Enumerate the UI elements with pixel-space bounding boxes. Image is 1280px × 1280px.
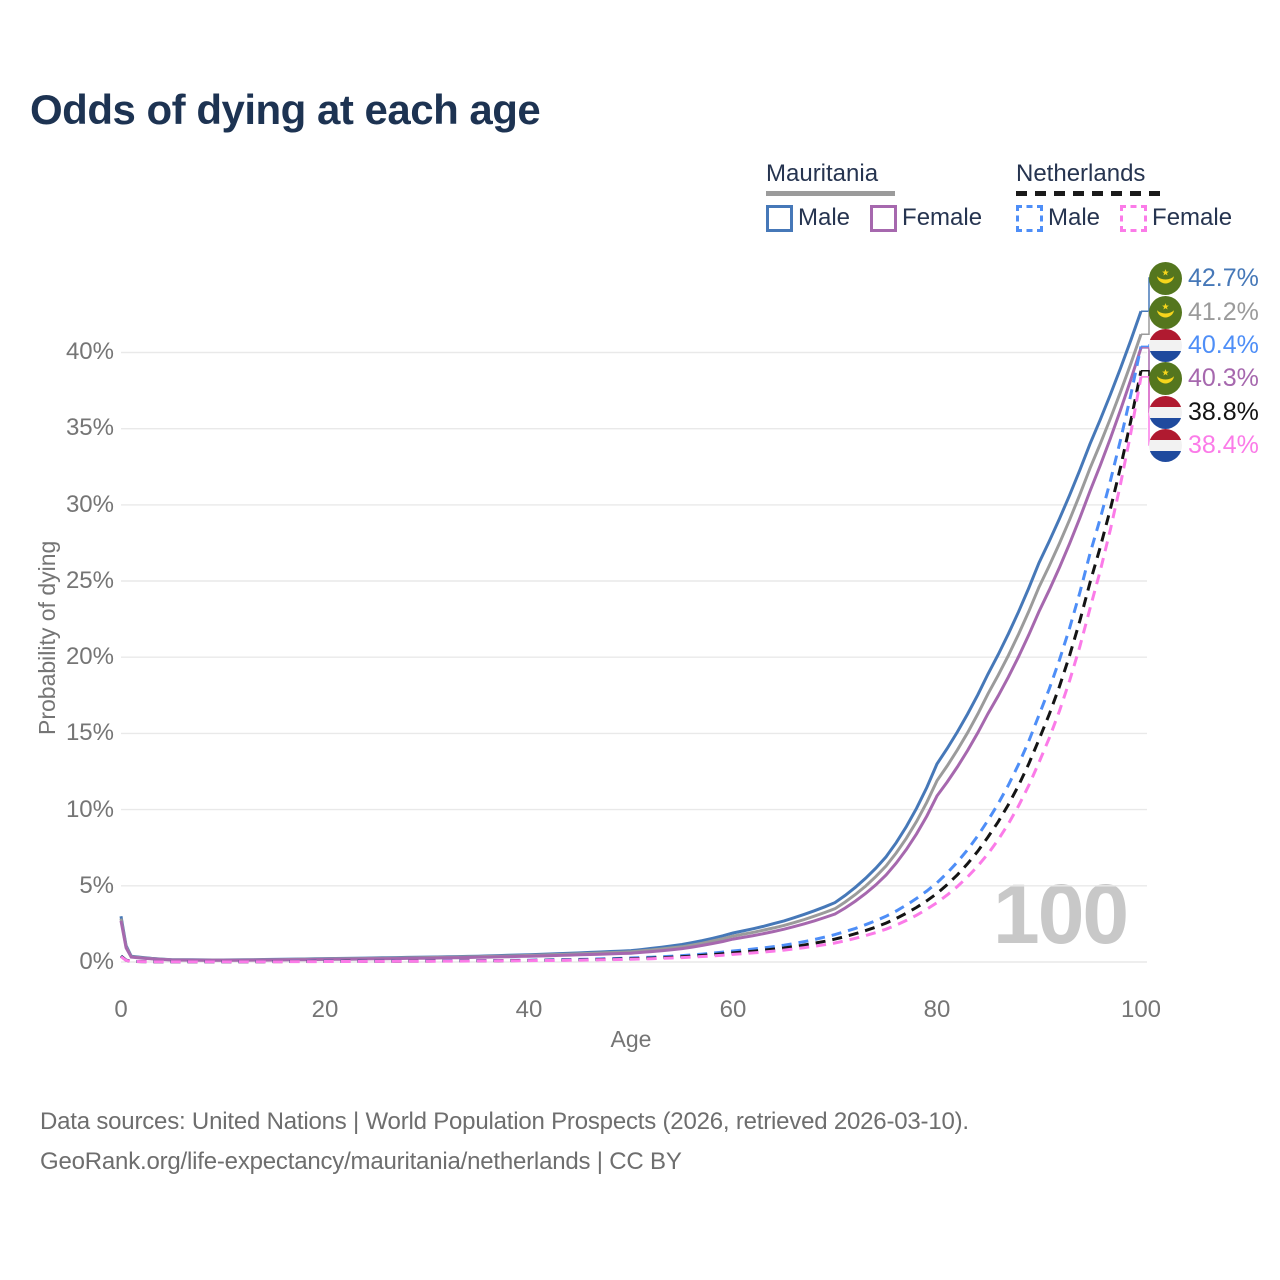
legend-label-netherlands-female: Female bbox=[1152, 204, 1233, 231]
end-value-mauritania-male: 42.7% bbox=[1188, 263, 1259, 292]
y-tick-0: 0% bbox=[79, 948, 114, 975]
netherlands-dashed-line-swatch bbox=[1016, 191, 1161, 196]
x-tick-80: 80 bbox=[923, 996, 951, 1023]
series-line-mauritania-female[interactable] bbox=[119, 347, 1143, 962]
legend-group-title-netherlands[interactable]: Netherlands bbox=[1016, 160, 1146, 187]
legend-row-mauritania: Male Female bbox=[766, 204, 982, 232]
legend-group-title-mauritania[interactable]: Mauritania bbox=[766, 160, 879, 187]
y-tick-20: 20% bbox=[65, 643, 114, 670]
x-tick-100: 100 bbox=[1120, 996, 1162, 1023]
mauritania-flag-icon bbox=[1149, 261, 1182, 295]
page-title: Odds of dying at each age bbox=[30, 86, 541, 133]
legend-item-mauritania-male[interactable]: Male bbox=[766, 204, 850, 232]
x-axis-title: Age bbox=[610, 1026, 652, 1052]
netherlands-flag-icon bbox=[1149, 328, 1182, 362]
series-line-netherlands-male[interactable] bbox=[120, 346, 1143, 964]
legend-label-netherlands-male: Male bbox=[1048, 204, 1101, 231]
series-line-netherlands-both[interactable] bbox=[120, 370, 1143, 964]
legend-item-netherlands-female[interactable]: Female bbox=[1120, 204, 1232, 232]
x-tick-20: 20 bbox=[311, 996, 339, 1023]
y-tick-40: 40% bbox=[65, 338, 114, 365]
y-tick-15: 15% bbox=[65, 719, 114, 746]
legend-label-mauritania-male: Male bbox=[798, 204, 851, 231]
x-tick-0: 0 bbox=[114, 996, 128, 1023]
x-tick-40: 40 bbox=[515, 996, 543, 1023]
y-tick-35: 35% bbox=[65, 414, 114, 441]
mauritania-solid-line-swatch bbox=[766, 191, 895, 196]
netherlands-flag-icon bbox=[1149, 395, 1182, 429]
plot-area[interactable] bbox=[0, 0, 1280, 1080]
attribution-line: GeoRank.org/life-expectancy/mauritania/n… bbox=[40, 1148, 682, 1175]
x-tick-60: 60 bbox=[719, 996, 747, 1023]
end-label-row: 42.7% bbox=[1149, 261, 1259, 295]
legend-item-netherlands-male[interactable]: Male bbox=[1016, 204, 1100, 232]
y-tick-10: 10% bbox=[65, 796, 114, 823]
legend-label-mauritania-female: Female bbox=[902, 204, 983, 231]
legend-group-mauritania: Mauritania Male Female bbox=[766, 160, 982, 232]
data-source-line: Data sources: United Nations | World Pop… bbox=[40, 1108, 969, 1135]
end-label-row: 41.2% bbox=[1149, 295, 1259, 329]
end-label-row: 40.4% bbox=[1149, 328, 1259, 362]
series-line-mauritania-male[interactable] bbox=[119, 310, 1143, 962]
y-tick-25: 25% bbox=[65, 567, 114, 594]
end-label-row: 38.8% bbox=[1149, 395, 1259, 429]
legend-group-netherlands: Netherlands Male Female bbox=[1016, 160, 1232, 232]
netherlands-male-checkbox[interactable] bbox=[1016, 204, 1043, 232]
netherlands-female-checkbox[interactable] bbox=[1120, 204, 1148, 232]
mauritania-flag-icon bbox=[1149, 295, 1182, 329]
end-label-row: 38.4% bbox=[1149, 428, 1259, 462]
end-label-row: 40.3% bbox=[1149, 361, 1259, 395]
end-value-netherlands-male: 40.4% bbox=[1188, 330, 1259, 359]
series-line-netherlands-female[interactable] bbox=[120, 376, 1143, 964]
mauritania-female-checkbox[interactable] bbox=[870, 204, 898, 232]
legend-row-netherlands: Male Female bbox=[1016, 204, 1232, 232]
netherlands-flag-icon bbox=[1149, 428, 1182, 462]
y-tick-30: 30% bbox=[65, 491, 114, 518]
end-value-mauritania-female: 40.3% bbox=[1188, 363, 1259, 392]
mauritania-flag-icon bbox=[1149, 361, 1182, 395]
end-value-mauritania-both: 41.2% bbox=[1188, 297, 1259, 326]
mauritania-male-checkbox[interactable] bbox=[766, 204, 793, 232]
y-tick-5: 5% bbox=[79, 872, 114, 899]
end-value-netherlands-both: 38.8% bbox=[1188, 397, 1259, 426]
end-value-netherlands-female: 38.4% bbox=[1188, 430, 1259, 459]
legend-item-mauritania-female[interactable]: Female bbox=[870, 204, 982, 232]
